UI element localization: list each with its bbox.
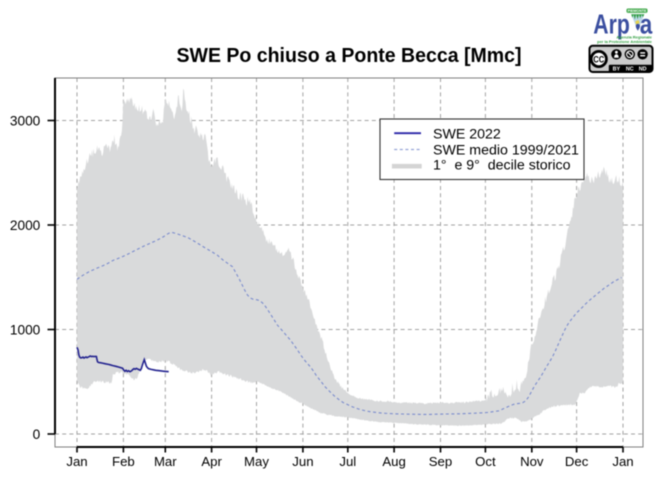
svg-text:Jan: Jan <box>612 454 633 469</box>
svg-text:ND: ND <box>639 67 647 73</box>
svg-text:SWE Po chiuso a Ponte Becca [M: SWE Po chiuso a Ponte Becca [Mmc] <box>177 45 522 67</box>
svg-text:1° e 9° decile storico: 1° e 9° decile storico <box>433 158 571 174</box>
svg-text:NC: NC <box>626 67 634 73</box>
svg-text:3000: 3000 <box>10 113 41 128</box>
svg-text:1000: 1000 <box>10 322 41 337</box>
svg-text:0: 0 <box>33 427 41 442</box>
svg-text:May: May <box>244 454 269 469</box>
svg-text:BY: BY <box>613 67 621 73</box>
svg-text:per la Protezione Ambientale: per la Protezione Ambientale <box>597 39 653 44</box>
svg-text:Arp: Arp <box>593 9 630 40</box>
svg-text:Apr: Apr <box>201 454 222 469</box>
svg-text:Dec: Dec <box>565 454 589 469</box>
svg-text:Nov: Nov <box>520 454 544 469</box>
svg-text:Aug: Aug <box>382 454 405 469</box>
svg-text:CC: CC <box>593 55 604 66</box>
svg-text:2000: 2000 <box>10 218 41 233</box>
svg-text:Sep: Sep <box>429 454 452 469</box>
svg-text:Oct: Oct <box>475 454 496 469</box>
svg-text:Jun: Jun <box>292 454 313 469</box>
svg-text:Jul: Jul <box>339 454 356 469</box>
svg-text:Agenzia Regionale: Agenzia Regionale <box>616 34 652 39</box>
svg-text:Mar: Mar <box>154 454 177 469</box>
svg-text:SWE medio 1999/2021: SWE medio 1999/2021 <box>433 143 579 159</box>
svg-text:SWE 2022: SWE 2022 <box>433 127 501 143</box>
svg-text:Feb: Feb <box>112 454 135 469</box>
svg-text:PIEMONTE: PIEMONTE <box>628 9 647 13</box>
svg-text:Jan: Jan <box>66 454 87 469</box>
